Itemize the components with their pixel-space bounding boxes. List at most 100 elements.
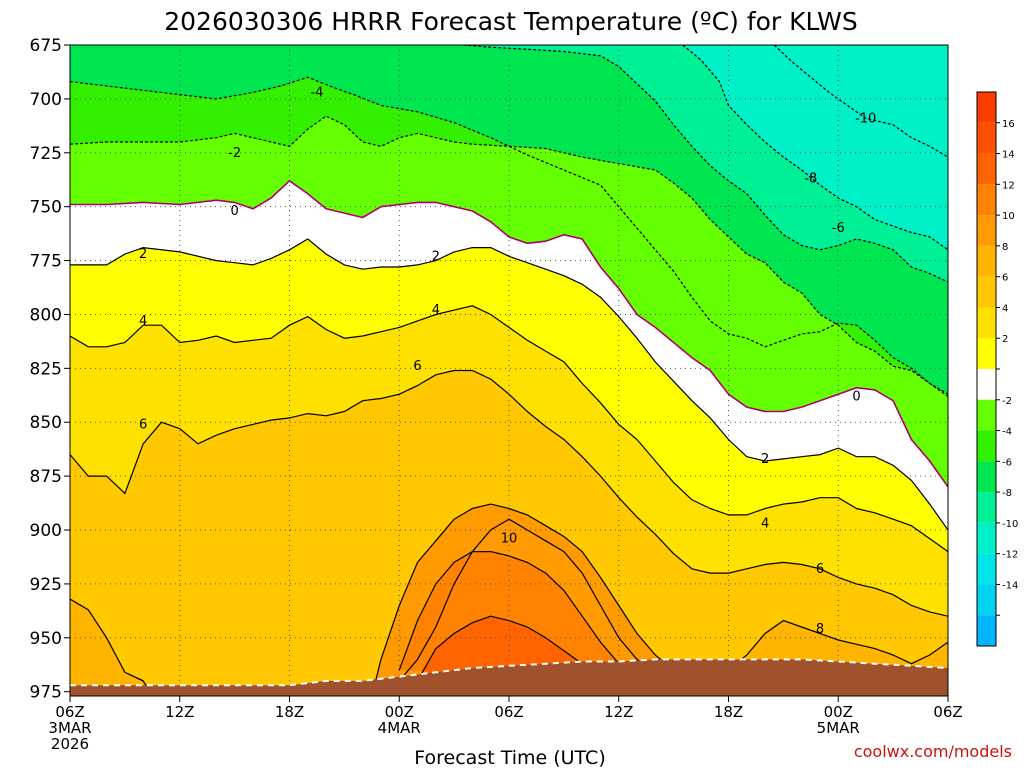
colorbar-frame [976, 91, 997, 647]
colorbar-bin [977, 92, 996, 123]
y-tick-label: 700 [30, 90, 62, 110]
colorbar-bin [977, 307, 996, 339]
colorbar-tick-label: 14 [1002, 150, 1015, 161]
colorbar-bin [977, 215, 996, 246]
x-date-label: 4MAR [378, 719, 421, 737]
x-date-label: 2026 [51, 735, 89, 753]
contour-label: -6 [832, 221, 845, 236]
contour-label: 4 [761, 517, 769, 532]
isotherm--2 [70, 115, 948, 395]
colorbar-tick-label: -2 [1002, 396, 1012, 407]
credit-text: coolwx.com/models [854, 742, 1012, 761]
contour-label: 4 [432, 303, 440, 318]
contour-label: 2 [139, 247, 147, 262]
contour-label: 4 [139, 314, 147, 329]
isotherm-8 [70, 598, 153, 696]
colorbar-bin [977, 615, 996, 646]
colorbar-bin [977, 184, 996, 216]
colorbar-tick-label: -8 [1002, 488, 1012, 499]
isotherm-lines [70, 45, 948, 696]
colorbar-tick-label: -14 [1002, 580, 1018, 591]
y-tick-label: 950 [30, 629, 62, 649]
contour-label: -8 [804, 172, 817, 187]
colorbar-tick-label: 4 [1002, 303, 1008, 314]
colorbar: 16 14 12 10 8 6 4 2 -2 -4 -6 -8 -10 -12 -14 [976, 91, 1018, 647]
x-tick-label: 00Z [824, 703, 853, 721]
colorbar-bin [977, 553, 996, 585]
ground-surface [70, 659, 948, 696]
x-tick-label: 06Z [933, 703, 962, 721]
contour-label: 2 [432, 249, 440, 264]
contour-label: 10 [501, 532, 518, 547]
colorbar-bin [977, 522, 996, 554]
y-tick-label: 875 [30, 467, 62, 487]
x-axis-label: Forecast Time (UTC) [414, 747, 605, 768]
contour-label: 6 [413, 359, 421, 374]
contour-label: -10 [855, 111, 876, 126]
isotherm--8 [682, 45, 948, 251]
ground-terrain [70, 658, 948, 696]
colorbar-bin [977, 461, 996, 493]
isotherm-6 [70, 369, 948, 617]
colorbar-bin [977, 338, 996, 369]
colorbar-tick-label: 2 [1002, 334, 1008, 345]
y-tick-label: 925 [30, 575, 62, 595]
chart-title: 2026030306 HRRR Forecast Temperature (ºC… [164, 7, 858, 36]
contour-labels: -4 -2 0 2 4 6 -10 -8 -6 2 4 6 10 0 2 4 6 8 [139, 85, 876, 637]
colorbar-bin [977, 153, 996, 185]
colorbar-bin [977, 122, 996, 154]
colorbar-tick-label: 10 [1002, 211, 1015, 222]
x-tick-label: 06Z [55, 703, 84, 721]
y-tick-label: 900 [30, 521, 62, 541]
y-tick-label: 825 [30, 359, 62, 379]
colorbar-bin [977, 492, 996, 523]
y-tick-label: 775 [30, 252, 62, 272]
x-tick-label: 18Z [275, 703, 304, 721]
isotherm--6 [463, 45, 948, 283]
x-tick-label: 06Z [494, 703, 523, 721]
colorbar-bin [977, 369, 996, 400]
colorbar-tick-label: 8 [1002, 242, 1008, 253]
x-date-label: 3MAR [48, 719, 91, 737]
x-tick-label: 18Z [714, 703, 743, 721]
colorbar-bin [977, 245, 996, 277]
isotherm-12 [398, 550, 656, 682]
x-tick-label: 00Z [385, 703, 414, 721]
colorbar-tick-label: -6 [1002, 457, 1012, 468]
y-axis: 675 700 725 750 775 800 825 850 875 900 925 950 975 [30, 36, 70, 703]
colorbar-tick-label: 16 [1002, 119, 1015, 130]
contour-label: 6 [816, 562, 824, 577]
colorbar-tick-label: 12 [1002, 180, 1015, 191]
contour-label: 6 [139, 417, 147, 432]
contour-label: 8 [816, 622, 824, 637]
colorbar-tick-label: 6 [1002, 273, 1008, 284]
isotherm-2 [70, 238, 948, 531]
colorbar-tick-label: -10 [1002, 519, 1018, 530]
x-tick-label: 12Z [604, 703, 633, 721]
isotherm-0 [70, 179, 948, 488]
contour-label: -2 [228, 146, 241, 161]
colorbar-tick-label: -12 [1002, 550, 1018, 561]
isotherm--4 [70, 76, 948, 397]
colorbar-bin [977, 584, 996, 616]
y-tick-label: 975 [30, 683, 62, 703]
colorbar-bin [977, 430, 996, 462]
y-tick-label: 800 [30, 305, 62, 325]
contour-label: 2 [761, 452, 769, 467]
isotherm--10 [773, 45, 948, 158]
y-tick-label: 850 [30, 413, 62, 433]
y-tick-label: 725 [30, 144, 62, 164]
colorbar-tick-label: -4 [1002, 427, 1012, 438]
contour-label: -4 [310, 85, 323, 100]
y-tick-label: 750 [30, 198, 62, 218]
isotherm-10 [371, 503, 693, 696]
contour-label: 0 [852, 389, 860, 404]
y-tick-label: 675 [30, 36, 62, 56]
colorbar-bin [977, 276, 996, 308]
plot-grid [70, 45, 948, 696]
x-date-label: 5MAR [817, 719, 860, 737]
isotherm-4 [70, 305, 948, 553]
x-tick-label: 12Z [165, 703, 194, 721]
